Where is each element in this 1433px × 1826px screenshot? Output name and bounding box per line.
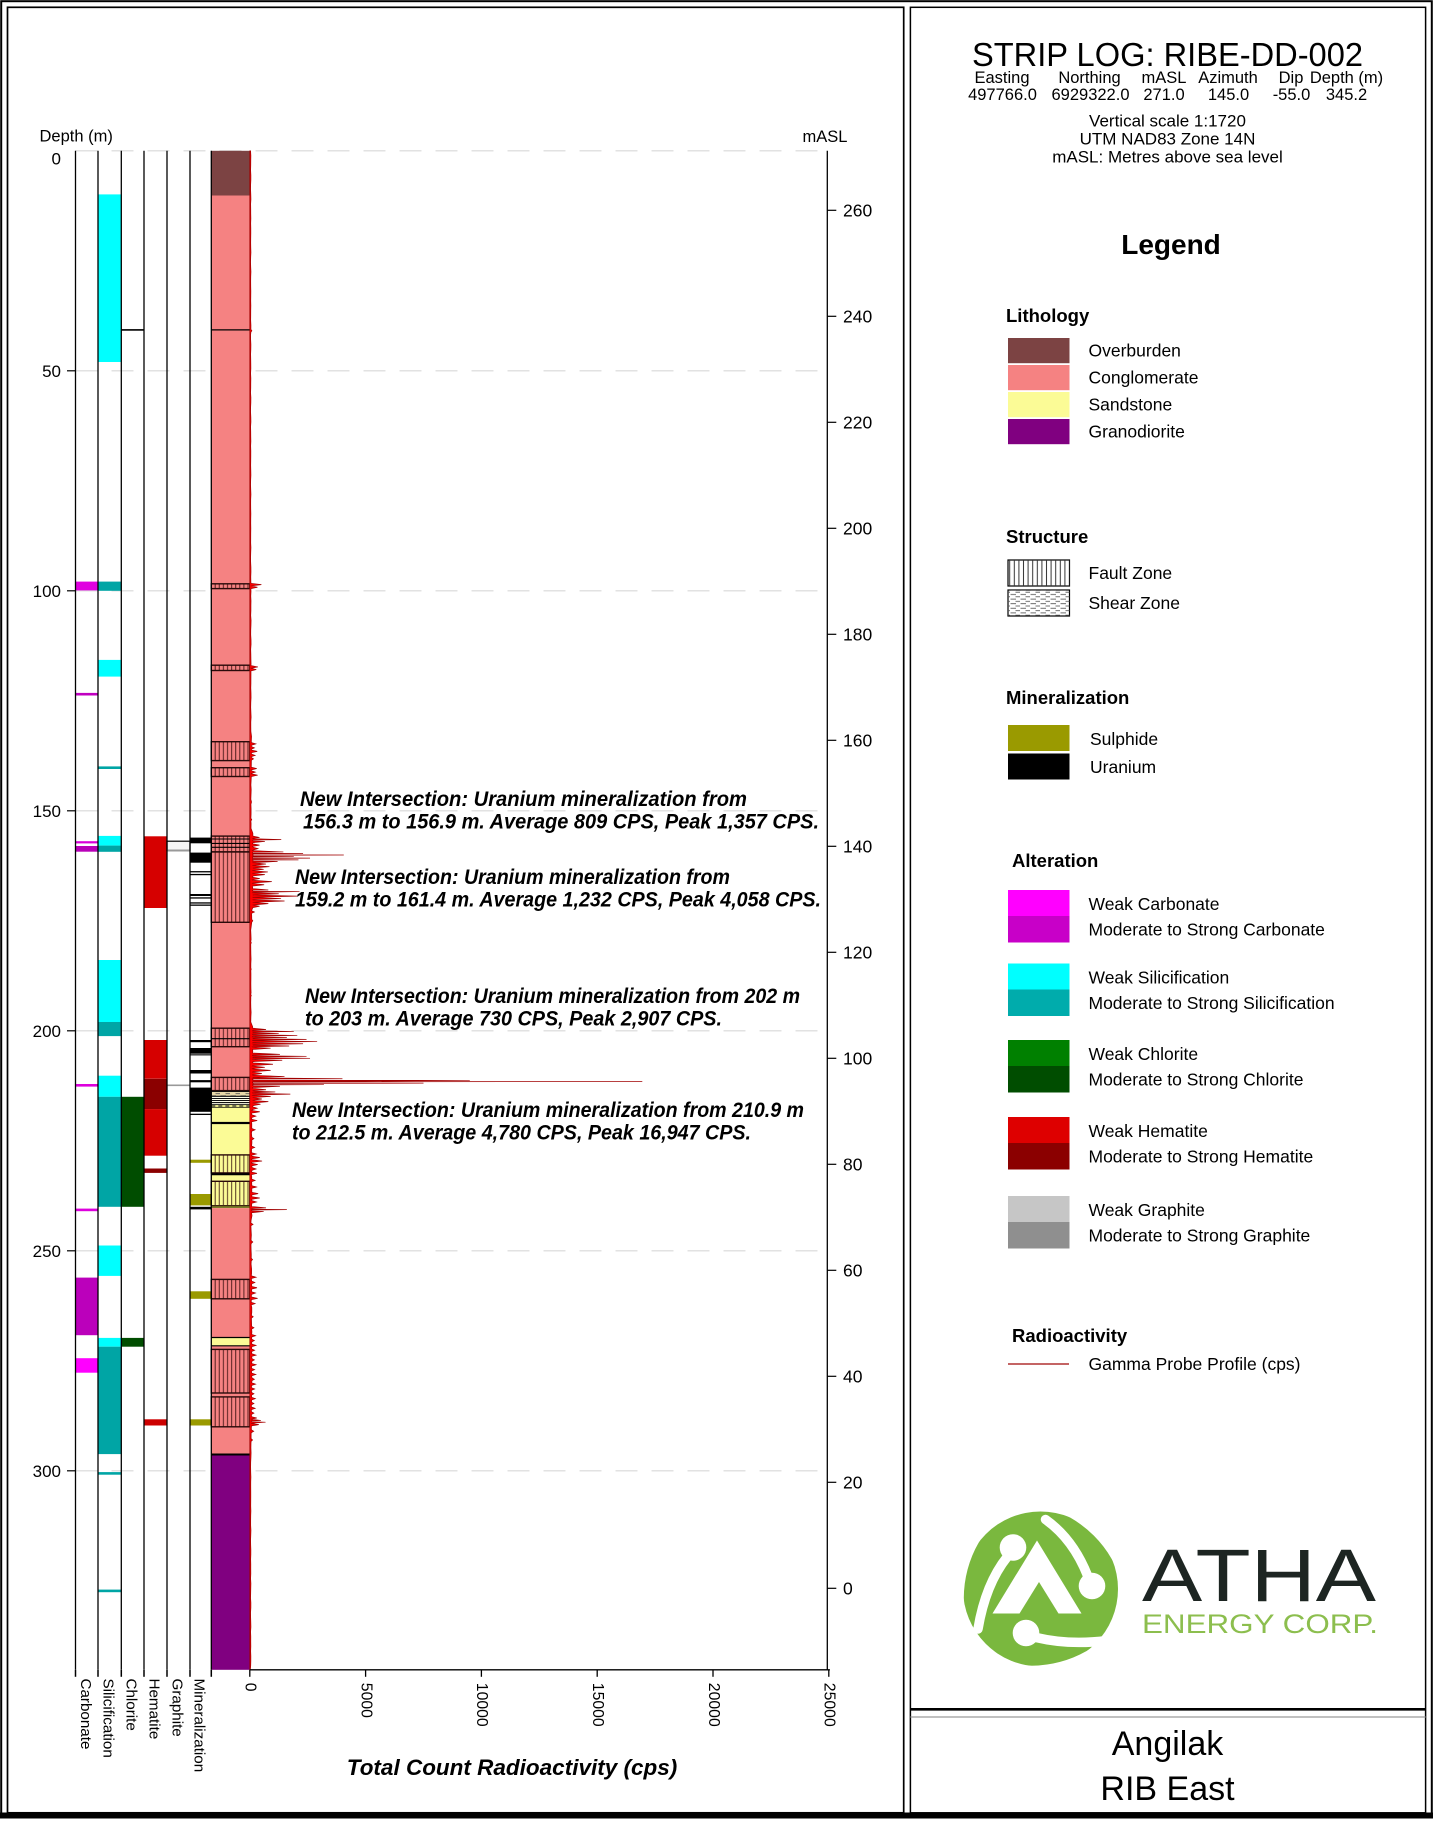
svg-text:Gamma Probe Profile (cps): Gamma Probe Profile (cps) [1089, 1354, 1301, 1374]
svg-text:Easting: Easting [974, 69, 1029, 87]
svg-text:Weak Silicification: Weak Silicification [1089, 968, 1230, 988]
svg-text:145.0: 145.0 [1208, 86, 1249, 104]
svg-text:150: 150 [33, 802, 61, 821]
svg-text:100: 100 [843, 1048, 872, 1068]
svg-text:to 212.5 m. Average 4,780 CPS,: to 212.5 m. Average 4,780 CPS, Peak 16,9… [292, 1122, 751, 1145]
svg-text:Sandstone: Sandstone [1089, 395, 1173, 415]
svg-text:159.2 m to 161.4 m. Average 1,: 159.2 m to 161.4 m. Average 1,232 CPS, P… [295, 889, 821, 912]
svg-text:Granodiorite: Granodiorite [1089, 422, 1185, 442]
svg-text:Vertical scale 1:1720: Vertical scale 1:1720 [1089, 112, 1246, 131]
svg-text:Radioactivity: Radioactivity [1012, 1325, 1128, 1346]
svg-text:50: 50 [42, 362, 61, 381]
svg-text:Legend: Legend [1121, 229, 1221, 260]
svg-text:RIB East: RIB East [1100, 1770, 1235, 1808]
svg-text:Carbonate: Carbonate [77, 1679, 94, 1750]
svg-text:Hematite: Hematite [145, 1679, 162, 1740]
svg-text:Sulphide: Sulphide [1090, 729, 1158, 749]
svg-text:Northing: Northing [1058, 69, 1120, 87]
svg-text:140: 140 [843, 836, 872, 856]
svg-text:Mineralization: Mineralization [1006, 687, 1129, 708]
svg-text:6929322.0: 6929322.0 [1052, 86, 1130, 104]
svg-text:Azimuth: Azimuth [1198, 69, 1258, 87]
svg-text:Mineralization: Mineralization [191, 1679, 208, 1773]
svg-text:156.3 m to 156.9 m. Average 80: 156.3 m to 156.9 m. Average 809 CPS, Pea… [303, 811, 819, 834]
svg-text:Conglomerate: Conglomerate [1089, 368, 1199, 388]
svg-text:-55.0: -55.0 [1273, 86, 1311, 104]
svg-text:Silicification: Silicification [100, 1679, 117, 1758]
svg-text:240: 240 [843, 306, 872, 326]
svg-text:345.2: 345.2 [1326, 86, 1367, 104]
svg-text:mASL: mASL [1142, 69, 1187, 87]
svg-text:200: 200 [33, 1022, 61, 1041]
svg-text:Dip: Dip [1279, 69, 1304, 87]
svg-text:300: 300 [33, 1462, 61, 1481]
svg-text:Angilak: Angilak [1112, 1725, 1225, 1763]
svg-text:220: 220 [843, 412, 872, 432]
svg-text:Fault Zone: Fault Zone [1089, 563, 1173, 583]
svg-text:80: 80 [843, 1154, 863, 1174]
svg-text:15000: 15000 [589, 1683, 606, 1727]
svg-text:Moderate to Strong Chlorite: Moderate to Strong Chlorite [1089, 1070, 1304, 1090]
svg-text:497766.0: 497766.0 [968, 86, 1037, 104]
svg-text:ENERGY CORP.: ENERGY CORP. [1142, 1609, 1378, 1639]
svg-text:Moderate to Strong Hematite: Moderate to Strong Hematite [1089, 1147, 1314, 1167]
svg-text:120: 120 [843, 942, 872, 962]
svg-text:New Intersection: Uranium mine: New Intersection: Uranium mineralization… [295, 866, 730, 889]
svg-text:STRIP LOG: RIBE-DD-002: STRIP LOG: RIBE-DD-002 [972, 36, 1363, 73]
svg-text:160: 160 [843, 730, 872, 750]
svg-text:20000: 20000 [705, 1683, 722, 1727]
svg-text:Structure: Structure [1006, 526, 1088, 547]
svg-text:UTM NAD83 Zone 14N: UTM NAD83 Zone 14N [1080, 130, 1256, 149]
svg-text:260: 260 [843, 200, 872, 220]
svg-text:Shear Zone: Shear Zone [1089, 593, 1180, 613]
svg-text:Weak Carbonate: Weak Carbonate [1089, 894, 1220, 914]
svg-text:40: 40 [843, 1366, 863, 1386]
svg-text:180: 180 [843, 624, 872, 644]
svg-text:Weak Graphite: Weak Graphite [1089, 1200, 1205, 1220]
svg-text:New Intersection: Uranium mine: New Intersection: Uranium mineralization… [305, 985, 800, 1008]
svg-text:ATHA: ATHA [1142, 1534, 1377, 1617]
svg-text:to 203 m. Average 730 CPS, Pea: to 203 m. Average 730 CPS, Peak 2,907 CP… [305, 1008, 722, 1031]
svg-text:mASL: mASL [803, 128, 848, 146]
svg-text:Depth (m): Depth (m) [1310, 69, 1383, 87]
svg-text:100: 100 [33, 582, 61, 601]
svg-text:271.0: 271.0 [1143, 86, 1184, 104]
svg-text:mASL: Metres above sea level: mASL: Metres above sea level [1052, 148, 1283, 167]
svg-text:20: 20 [843, 1472, 863, 1492]
svg-text:0: 0 [52, 149, 61, 168]
svg-text:Uranium: Uranium [1090, 757, 1156, 777]
svg-text:0: 0 [843, 1578, 853, 1598]
svg-text:25000: 25000 [821, 1683, 838, 1727]
svg-text:Depth (m): Depth (m) [40, 128, 113, 146]
svg-text:Chlorite: Chlorite [123, 1679, 140, 1731]
svg-text:Moderate to Strong Carbonate: Moderate to Strong Carbonate [1089, 920, 1325, 940]
svg-text:Graphite: Graphite [168, 1679, 185, 1737]
svg-text:New Intersection: Uranium mine: New Intersection: Uranium mineralization… [300, 788, 747, 811]
svg-text:Weak Chlorite: Weak Chlorite [1089, 1044, 1199, 1064]
svg-text:New Intersection: Uranium mine: New Intersection: Uranium mineralization… [292, 1099, 804, 1122]
svg-text:0: 0 [242, 1683, 259, 1692]
svg-text:Moderate to Strong Silicificat: Moderate to Strong Silicification [1089, 993, 1335, 1013]
svg-text:Weak Hematite: Weak Hematite [1089, 1121, 1208, 1141]
svg-text:250: 250 [33, 1242, 61, 1261]
svg-text:Lithology: Lithology [1006, 305, 1090, 326]
svg-text:Total Count Radioactivity (cps: Total Count Radioactivity (cps) [347, 1755, 677, 1780]
svg-text:Overburden: Overburden [1089, 341, 1181, 361]
svg-text:5000: 5000 [357, 1683, 374, 1718]
svg-text:200: 200 [843, 518, 872, 538]
svg-text:Moderate to Strong Graphite: Moderate to Strong Graphite [1089, 1226, 1311, 1246]
svg-text:10000: 10000 [473, 1683, 490, 1727]
svg-text:60: 60 [843, 1260, 863, 1280]
svg-text:Alteration: Alteration [1012, 850, 1098, 871]
